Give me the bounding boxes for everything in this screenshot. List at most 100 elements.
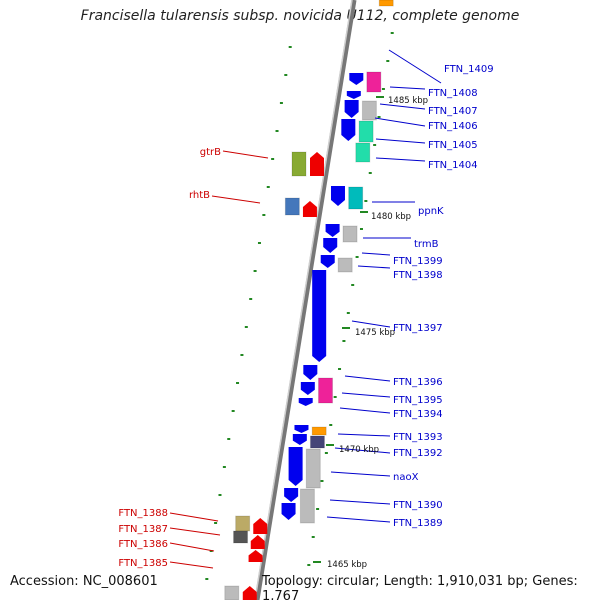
map-title: Francisella tularensis subsp. novicida U… bbox=[80, 8, 520, 24]
forward-label-leader bbox=[334, 447, 391, 454]
scale-dot bbox=[338, 368, 342, 370]
forward-gene-label: FTN_1409 bbox=[444, 64, 494, 75]
reverse-gene-arrow bbox=[248, 550, 263, 562]
scale-dot bbox=[386, 60, 390, 62]
scale-label: 1465 kbp bbox=[327, 560, 367, 570]
accession-text: Accession: NC_008601 bbox=[10, 574, 158, 589]
forward-gene-arrow bbox=[292, 434, 307, 445]
scale-dot bbox=[244, 326, 248, 328]
reverse-gene-block bbox=[224, 585, 240, 600]
reverse-gene-label: FTN_1387 bbox=[118, 524, 168, 535]
forward-gene-label: ppnK bbox=[418, 206, 444, 217]
forward-gene-label: FTN_1394 bbox=[393, 409, 443, 420]
forward-gene-label: FTN_1407 bbox=[428, 106, 478, 117]
forward-label-leader bbox=[341, 392, 391, 398]
scale-dot bbox=[364, 200, 368, 202]
forward-gene-arrow bbox=[320, 255, 335, 268]
scale-dot bbox=[311, 536, 315, 538]
forward-gene-label: FTN_1408 bbox=[428, 88, 478, 99]
reverse-label-leader bbox=[169, 542, 215, 552]
reverse-gene-arrow bbox=[242, 586, 257, 600]
forward-gene-arrow bbox=[294, 425, 309, 433]
scale-dot bbox=[333, 396, 337, 398]
scale-dot bbox=[351, 284, 355, 286]
forward-gene-block bbox=[378, 0, 394, 7]
scale-dot bbox=[222, 466, 226, 468]
forward-gene-block bbox=[366, 71, 382, 93]
reverse-label-leader bbox=[211, 195, 261, 204]
reverse-gene-arrow bbox=[310, 152, 325, 176]
reverse-gene-block bbox=[233, 530, 249, 544]
forward-gene-label: FTN_1398 bbox=[393, 270, 443, 281]
scale-label: 1480 kbp bbox=[371, 212, 411, 222]
scale-dot bbox=[249, 298, 253, 300]
scale-dot bbox=[214, 522, 218, 524]
scale-label: 1470 kbp bbox=[339, 445, 379, 455]
forward-label-leader bbox=[351, 320, 391, 328]
genome-backbone-highlight bbox=[254, 0, 353, 600]
forward-gene-label: trmB bbox=[414, 239, 439, 250]
forward-gene-block bbox=[337, 257, 353, 273]
forward-gene-label: FTN_1390 bbox=[393, 500, 443, 511]
scale-dot bbox=[355, 256, 359, 258]
forward-gene-label: FTN_1395 bbox=[393, 395, 443, 406]
forward-gene-block bbox=[348, 186, 364, 210]
forward-gene-arrow bbox=[323, 238, 338, 253]
forward-gene-block bbox=[318, 377, 334, 404]
scale-dot bbox=[390, 32, 394, 34]
forward-label-leader bbox=[337, 433, 391, 437]
scale-dot bbox=[284, 74, 288, 76]
scale-dot bbox=[227, 438, 231, 440]
scale-dot bbox=[324, 452, 328, 454]
forward-gene-block bbox=[342, 225, 358, 243]
reverse-gene-arrow bbox=[253, 518, 268, 534]
scale-dot bbox=[368, 172, 372, 174]
scale-dot bbox=[218, 494, 222, 496]
forward-gene-arrow bbox=[349, 73, 364, 85]
scale-dot bbox=[275, 130, 279, 132]
forward-gene-label: FTN_1404 bbox=[428, 160, 478, 171]
scale-dot bbox=[236, 382, 240, 384]
scale-dot bbox=[329, 424, 333, 426]
forward-label-leader bbox=[330, 471, 391, 477]
forward-gene-arrow bbox=[344, 100, 359, 118]
scale-dot bbox=[205, 578, 209, 580]
scale-dot bbox=[257, 242, 261, 244]
scale-dot bbox=[240, 354, 244, 356]
scale-dot bbox=[279, 102, 283, 104]
forward-gene-block bbox=[358, 120, 374, 143]
forward-gene-arrow bbox=[325, 224, 340, 237]
reverse-gene-block bbox=[235, 515, 251, 532]
scale-dot bbox=[342, 340, 346, 342]
reverse-gene-block bbox=[284, 197, 300, 216]
scale-dot bbox=[231, 410, 235, 412]
scale-dot bbox=[377, 116, 381, 118]
forward-gene-arrow bbox=[288, 447, 303, 486]
reverse-gene-arrow bbox=[302, 201, 317, 217]
forward-label-leader bbox=[375, 157, 426, 162]
forward-gene-arrow bbox=[281, 503, 296, 520]
forward-gene-label: FTN_1393 bbox=[393, 432, 443, 443]
scale-dot bbox=[271, 158, 275, 160]
reverse-gene-label: FTN_1388 bbox=[118, 508, 168, 519]
forward-label-leader bbox=[375, 138, 426, 144]
scale-dot bbox=[346, 312, 350, 314]
forward-gene-label: FTN_1389 bbox=[393, 518, 443, 529]
forward-label-leader bbox=[326, 516, 391, 523]
reverse-label-leader bbox=[222, 150, 269, 159]
forward-gene-arrow bbox=[284, 488, 299, 502]
genome-backbone bbox=[254, 0, 357, 600]
reverse-gene-label: rhtB bbox=[189, 190, 210, 201]
reverse-gene-arrow bbox=[250, 535, 265, 549]
forward-gene-label: FTN_1399 bbox=[393, 256, 443, 267]
forward-gene-arrow bbox=[341, 119, 356, 141]
forward-gene-block bbox=[305, 448, 321, 489]
forward-label-leader bbox=[388, 49, 442, 84]
scale-dot bbox=[316, 508, 320, 510]
forward-gene-block bbox=[311, 426, 327, 436]
reverse-gene-label: gtrB bbox=[200, 147, 221, 158]
reverse-label-leader bbox=[169, 561, 214, 569]
forward-gene-label: FTN_1406 bbox=[428, 121, 478, 132]
forward-gene-arrow bbox=[346, 91, 361, 99]
